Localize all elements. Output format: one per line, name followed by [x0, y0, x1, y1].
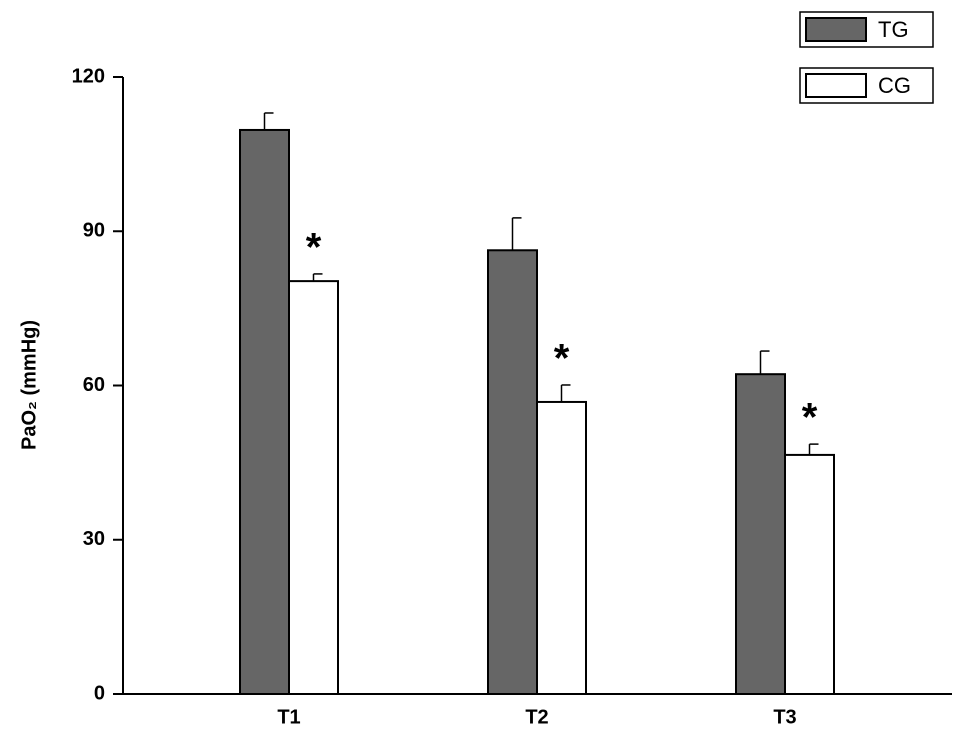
x-tick-label: T1	[277, 706, 300, 728]
x-tick-label: T3	[773, 706, 796, 728]
y-tick-label: 120	[72, 65, 105, 87]
y-tick-label: 0	[94, 682, 105, 704]
legend-label: TG	[878, 17, 909, 42]
bar	[239, 128, 290, 695]
x-tick-label: T2	[525, 706, 548, 728]
significance-mark: *	[554, 337, 570, 381]
bar	[536, 400, 587, 695]
significance-mark: *	[802, 396, 818, 440]
legend-swatch	[805, 17, 867, 42]
bar	[784, 453, 835, 695]
significance-mark: *	[306, 225, 322, 269]
bar	[735, 373, 786, 695]
y-tick-label: 30	[83, 528, 105, 550]
bar	[487, 249, 538, 695]
y-axis-label: PaO₂ (mmHg)	[18, 320, 40, 450]
legend-label: CG	[878, 73, 911, 98]
y-tick-label: 90	[83, 220, 105, 242]
y-tick-label: 60	[83, 374, 105, 396]
legend-swatch	[805, 73, 867, 98]
bar	[288, 280, 339, 695]
